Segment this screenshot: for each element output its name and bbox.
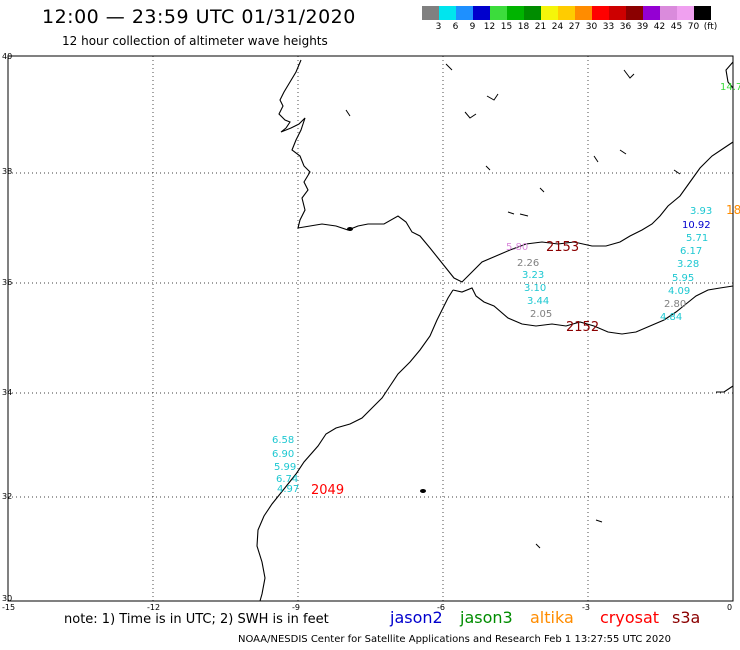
wave-height-label: 18 (726, 203, 740, 217)
scale-swatch (456, 6, 473, 20)
wave-height-label: 6.58 (272, 435, 294, 446)
wave-height-label: 6.90 (272, 449, 294, 460)
latitude-label: 32 (2, 492, 13, 501)
scale-swatch (677, 6, 694, 20)
wave-height-label: 5.95 (672, 273, 694, 284)
scale-label: 24 (551, 22, 564, 32)
wave-height-label: 4.09 (668, 286, 690, 297)
wave-height-label: 5.80 (506, 242, 528, 253)
map-title: 12:00 — 23:59 UTC 01/31/2020 (42, 6, 356, 28)
wave-height-label: 2.80 (664, 299, 686, 310)
pass-labels: 2049 2153 2152 (311, 240, 599, 498)
longitude-label: 0 (727, 603, 733, 612)
scale-swatch (558, 6, 575, 20)
wave-height-label: 6.17 (680, 246, 702, 257)
wave-height-label: 3.44 (527, 296, 549, 307)
scale-swatch (575, 6, 592, 20)
wave-height-labels: 6.58 6.90 5.996.744.97 5.80 2.263.23 3.10 3.44… (272, 82, 740, 495)
pass-time-label: 2153 (546, 240, 579, 255)
color-scale-bar (422, 6, 711, 20)
longitude-label: -3 (582, 603, 590, 612)
scale-label: 45 (670, 22, 683, 32)
scale-swatch (422, 6, 439, 20)
map-subtitle: 12 hour collection of altimeter wave hei… (62, 34, 328, 48)
scale-label: 21 (534, 22, 547, 32)
scale-label: 18 (517, 22, 530, 32)
wave-height-label: 3.28 (677, 259, 699, 270)
map-footer: NOAA/NESDIS Center for Satellite Applica… (238, 634, 671, 645)
legend-jason2: jason2 (390, 608, 443, 627)
scale-swatch (609, 6, 626, 20)
legend-altika: altika (530, 608, 574, 627)
scale-label: 9 (469, 22, 476, 32)
wave-height-label: 10.92 (682, 220, 711, 231)
scale-swatch (592, 6, 609, 20)
island-marker (420, 489, 426, 493)
scale-swatch (473, 6, 490, 20)
scale-label: 42 (653, 22, 666, 32)
latitude-label: 40 (2, 52, 13, 61)
scale-label: 27 (568, 22, 581, 32)
scale-label: 15 (500, 22, 513, 32)
scale-label: 39 (636, 22, 649, 32)
scale-swatch (643, 6, 660, 20)
wave-height-label: 2.05 (530, 309, 552, 320)
latitude-label: 34 (2, 388, 13, 397)
scale-label: 33 (602, 22, 615, 32)
scale-label: 30 (585, 22, 598, 32)
wave-height-label: 4.84 (660, 312, 682, 323)
small-features (345, 63, 681, 549)
scale-swatch (524, 6, 541, 20)
scale-label: 70 (687, 22, 700, 32)
pass-time-label: 2049 (311, 483, 344, 498)
wave-height-label: 4.97 (277, 484, 299, 495)
wave-height-label: 6.74 (276, 474, 298, 485)
legend-cryosat: cryosat (600, 608, 660, 627)
latitude-label: 36 (2, 278, 13, 287)
coastline (256, 59, 734, 602)
scale-label: 6 (452, 22, 459, 32)
wave-height-label: 2.26 (517, 258, 539, 269)
scale-label: 12 (483, 22, 496, 32)
latitude-label: 30 (2, 594, 13, 603)
scale-label: 36 (619, 22, 632, 32)
scale-swatch (507, 6, 524, 20)
wave-height-label: 3.10 (524, 283, 546, 294)
longitude-label: -9 (292, 603, 300, 612)
legend-jason3: jason3 (460, 608, 513, 627)
scale-swatch (626, 6, 643, 20)
longitude-label: -12 (147, 603, 161, 612)
map-note: note: 1) Time is in UTC; 2) SWH is in fe… (64, 612, 329, 627)
pass-time-label: 2152 (566, 320, 599, 335)
scale-swatch (694, 6, 711, 20)
scale-swatch (490, 6, 507, 20)
scale-label: 3 (435, 22, 442, 32)
scale-label: (ft) (703, 22, 718, 32)
scale-swatch (439, 6, 456, 20)
wave-height-label: 5.71 (686, 233, 708, 244)
wave-height-label: 5.99 (274, 462, 296, 473)
island-marker (347, 227, 353, 231)
legend-s3a: s3a (672, 608, 701, 627)
grid-lines (8, 56, 733, 601)
latitude-label: 38 (2, 167, 13, 176)
scale-swatch (541, 6, 558, 20)
wave-height-label: 14.7 (720, 82, 740, 93)
scale-swatch (660, 6, 677, 20)
map-frame (7, 55, 734, 602)
longitude-label: -15 (2, 603, 16, 612)
wave-height-label: 3.23 (522, 270, 544, 281)
longitude-label: -6 (437, 603, 445, 612)
wave-height-label: 3.93 (690, 206, 712, 217)
